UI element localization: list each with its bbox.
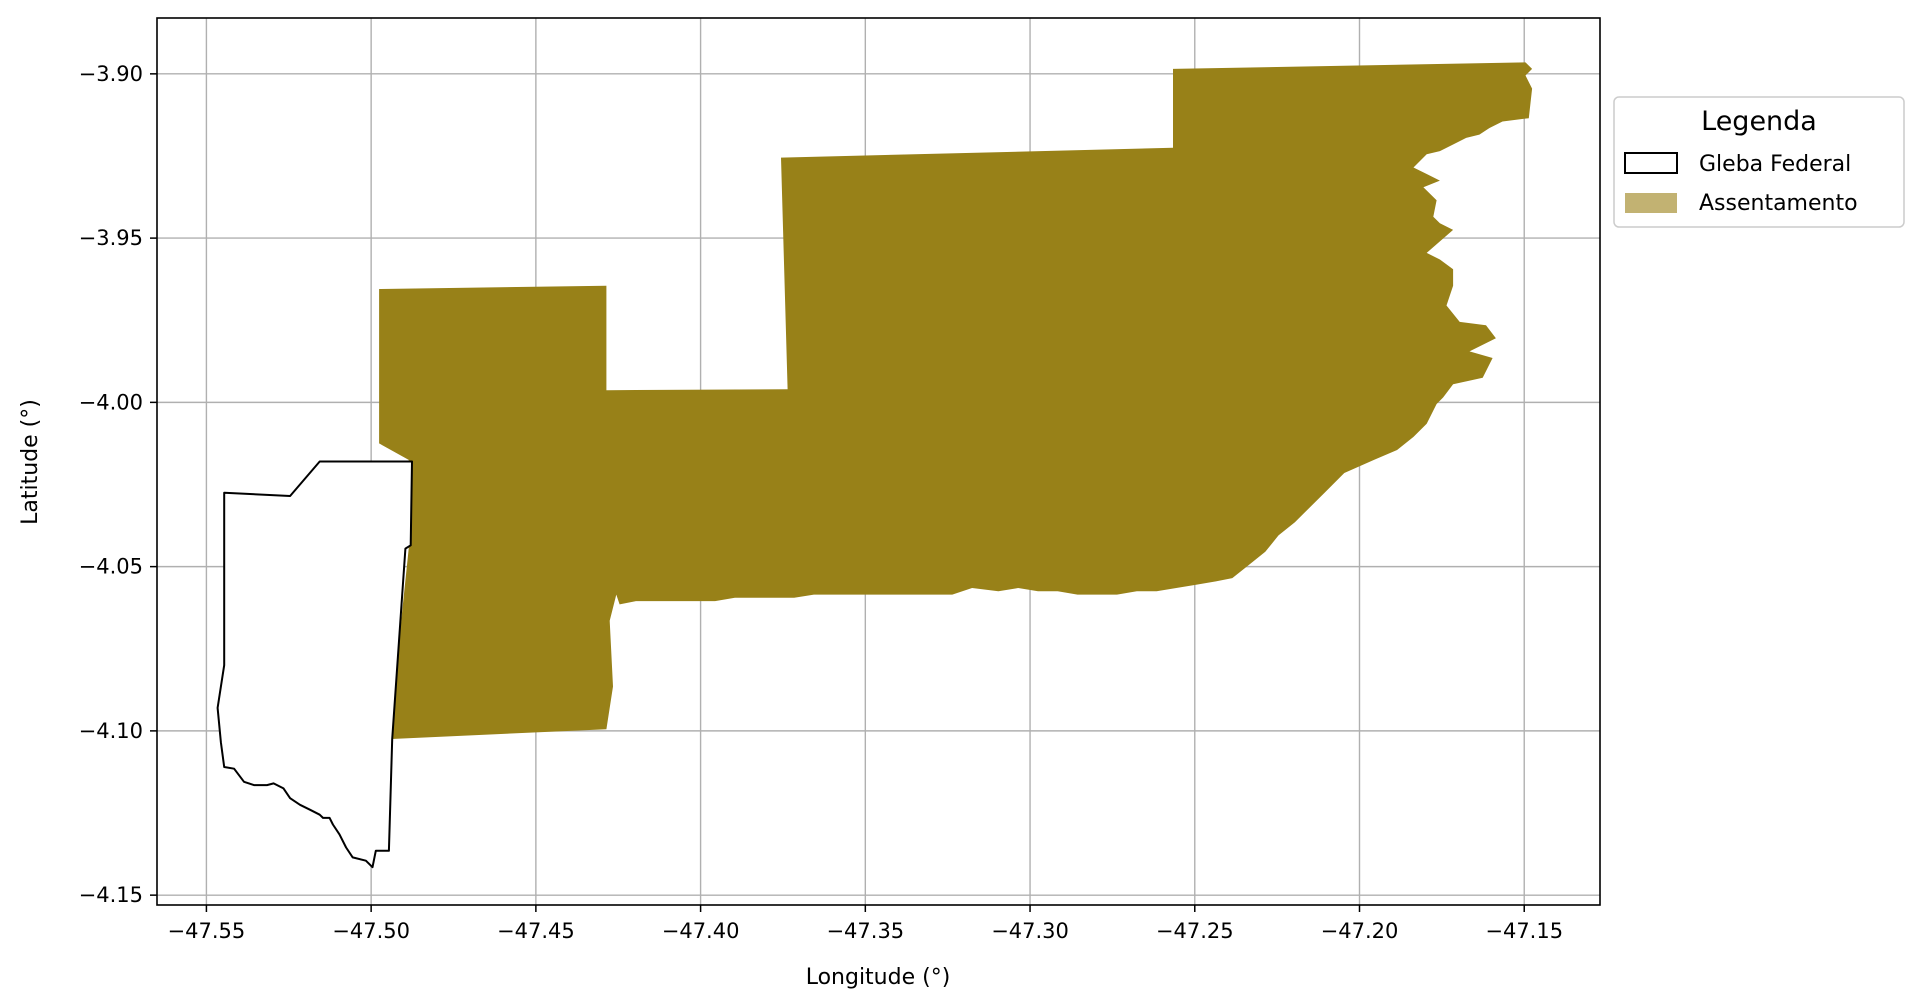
x-tick-label-3: −47.40 [662,919,740,943]
y-tick-label-0: −3.90 [79,62,143,86]
x-tick-label-4: −47.35 [826,919,904,943]
x-tick-label-2: −47.45 [497,919,575,943]
x-tick-label-1: −47.50 [332,919,410,943]
y-axis-ticks: −3.90 −3.95 −4.00 −4.05 −4.10 −4.15 [79,62,157,907]
x-tick-label-7: −47.20 [1321,919,1399,943]
x-tick-label-8: −47.15 [1485,919,1563,943]
legend-label-assentamento: Assentamento [1699,191,1858,216]
assentamento-layer [379,62,1533,740]
legend-swatch-gleba-federal [1624,152,1678,174]
y-tick-label-1: −3.95 [79,226,143,250]
gleba-federal-polygon [216,460,413,869]
x-axis-label: Longitude (°) [806,965,951,990]
legend-frame [1613,96,1905,228]
x-tick-label-0: −47.55 [168,919,246,943]
y-tick-label-3: −4.05 [79,555,143,579]
y-tick-label-5: −4.15 [79,883,143,907]
x-tick-label-6: −47.25 [1156,919,1234,943]
y-tick-label-4: −4.10 [79,719,143,743]
gleba-federal-layer [216,460,413,869]
x-tick-label-5: −47.30 [991,919,1069,943]
assentamento-polygon [379,62,1533,740]
x-axis-ticks: −47.55 −47.50 −47.45 −47.40 −47.35 −47.30 −47.… [168,905,1563,943]
legend-label-gleba-federal: Gleba Federal [1699,152,1851,177]
plot-frame [156,17,1601,906]
y-axis-label: Latitude (°) [18,399,43,525]
legend: Legenda Gleba Federal Assentamento [1613,96,1905,228]
legend-swatch-assentamento [1625,193,1677,213]
legend-title: Legenda [1701,106,1817,137]
y-tick-label-2: −4.00 [79,390,143,414]
